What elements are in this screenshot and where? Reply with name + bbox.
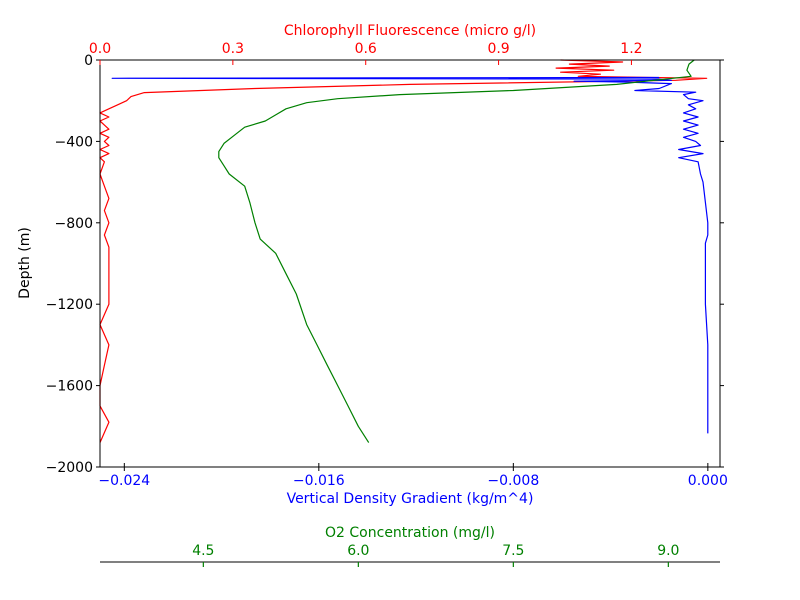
density-tick-label: −0.008 [487,473,539,489]
density-tick-label: 0.000 [688,473,728,489]
bottom-axis: −0.024 −0.016 −0.008 0.000 [98,463,728,489]
y-tick-label: −800 [55,216,93,232]
o2-axis: 4.5 6.0 7.5 9.0 [100,543,720,567]
y-tick-label: −2000 [46,460,93,476]
chlorophyll-tick-label: 0.9 [487,41,509,57]
density-tick-label: −0.016 [293,473,345,489]
chlorophyll-axis-label: Chlorophyll Fluorescence (micro g/l) [284,23,536,39]
y-tick-label: −1200 [46,297,93,313]
chlorophyll-series-line [99,59,708,443]
series-layer [99,59,709,443]
o2-tick-label: 6.0 [347,543,369,559]
y-tick-label: 0 [84,53,93,69]
chlorophyll-tick-label: 0.0 [89,41,111,57]
y-tick-label: −400 [55,134,93,150]
density-series-line [111,76,709,434]
o2-tick-label: 4.5 [192,543,214,559]
depth-axis-label: Depth (m) [17,227,33,299]
o2-tick-label: 9.0 [657,543,679,559]
chlorophyll-tick-label: 0.3 [222,41,244,57]
top-axis: 0.0 0.3 0.6 0.9 1.2 [89,41,643,65]
chlorophyll-tick-label: 1.2 [620,41,642,57]
density-axis-label: Vertical Density Gradient (kg/m^4) [287,491,534,507]
chlorophyll-tick-label: 0.6 [355,41,377,57]
density-tick-label: −0.024 [98,473,150,489]
o2-series-line [218,59,695,443]
o2-axis-label: O2 Concentration (mg/l) [325,525,495,541]
plot-frame [99,59,721,468]
y-axis: 0 −400 −800 −1200 −1600 −2000 [46,53,724,476]
o2-tick-label: 7.5 [502,543,524,559]
y-tick-label: −1600 [46,379,93,395]
